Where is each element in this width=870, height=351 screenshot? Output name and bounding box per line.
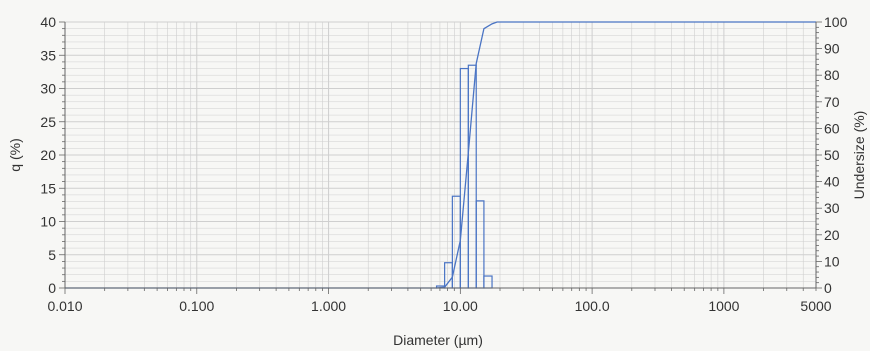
- y-right-tick-label: 30: [824, 200, 840, 216]
- y-right-tick-label: 0: [824, 280, 832, 296]
- tick-labels: 0.010 0.100 1.000 10.00 100.0 1000 50000510152…: [40, 14, 847, 314]
- y-right-tick-label: 10: [824, 253, 840, 269]
- x-tick-label: 5000: [800, 298, 831, 314]
- y-left-tick-label: 30: [40, 81, 56, 97]
- y-left-tick-label: 0: [48, 280, 56, 296]
- x-axis-title: Diameter (µm): [393, 332, 483, 348]
- y-left-tick-label: 25: [40, 114, 56, 130]
- y-right-tick-label: 20: [824, 227, 840, 243]
- axes: [59, 21, 822, 294]
- y-right-tick-label: 70: [824, 94, 840, 110]
- x-tick-label: 1000: [708, 298, 739, 314]
- y-axis-left-title: q (%): [7, 138, 23, 171]
- x-tick-label: 100.0: [575, 298, 610, 314]
- cumulative-curve: [65, 21, 816, 289]
- undersize-curve-line: [65, 21, 816, 289]
- x-tick-label: 10.00: [443, 298, 478, 314]
- x-tick-label: 0.100: [179, 298, 214, 314]
- y-right-tick-label: 80: [824, 67, 840, 83]
- y-left-tick-label: 35: [40, 47, 56, 63]
- y-left-tick-label: 15: [40, 180, 56, 196]
- x-tick-label: 1.000: [311, 298, 346, 314]
- grid: [64, 21, 817, 289]
- y-left-tick-label: 10: [40, 214, 56, 230]
- y-axis-right-title: Undersize (%): [851, 111, 867, 200]
- y-left-tick-label: 40: [40, 14, 56, 30]
- y-left-tick-label: 20: [40, 147, 56, 163]
- y-left-tick-label: 5: [48, 247, 56, 263]
- y-right-tick-label: 50: [824, 147, 840, 163]
- y-right-tick-label: 100: [824, 14, 848, 30]
- x-tick-label: 0.010: [47, 298, 82, 314]
- y-right-tick-label: 90: [824, 41, 840, 57]
- y-right-tick-label: 40: [824, 174, 840, 190]
- y-right-tick-label: 60: [824, 120, 840, 136]
